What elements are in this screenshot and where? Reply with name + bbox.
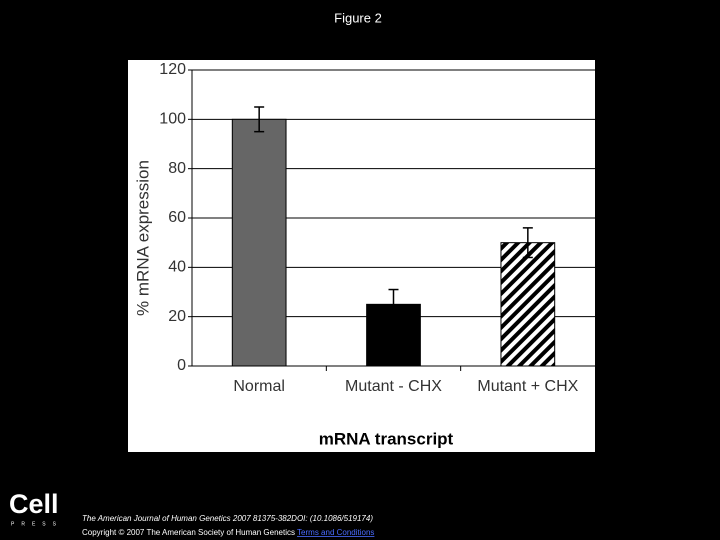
- y-tick-label: 40: [168, 259, 186, 276]
- y-tick-label: 60: [168, 209, 186, 226]
- logo-sub: PRESS: [11, 521, 63, 527]
- x-tick-label: Mutant - CHX: [345, 378, 442, 395]
- copyright: Copyright © 2007 The American Society of…: [82, 528, 374, 537]
- y-tick-label: 120: [159, 61, 186, 78]
- x-tick-label: Normal: [233, 378, 285, 395]
- y-tick-label: 20: [168, 308, 186, 325]
- y-tick-label: 80: [168, 160, 186, 177]
- y-axis-label: % mRNA expression: [133, 160, 152, 316]
- copyright-text: Copyright © 2007 The American Society of…: [82, 528, 295, 537]
- bar: [231, 118, 287, 367]
- plot: 0 20 40 60 80 100 120 Normal Mutant - CHX Mutant …: [159, 61, 595, 395]
- terms-link[interactable]: Terms and Conditions: [297, 528, 374, 537]
- citation: The American Journal of Human Genetics 2…: [82, 514, 373, 523]
- logo: Cell: [9, 489, 59, 519]
- x-tick-label: Mutant + CHX: [477, 378, 578, 395]
- bar: [500, 242, 556, 367]
- y-tick-label: 100: [159, 111, 186, 128]
- x-axis-label: mRNA transcript: [319, 429, 454, 448]
- y-tick-label: 0: [177, 357, 186, 374]
- slide-title: Figure 2: [334, 10, 382, 25]
